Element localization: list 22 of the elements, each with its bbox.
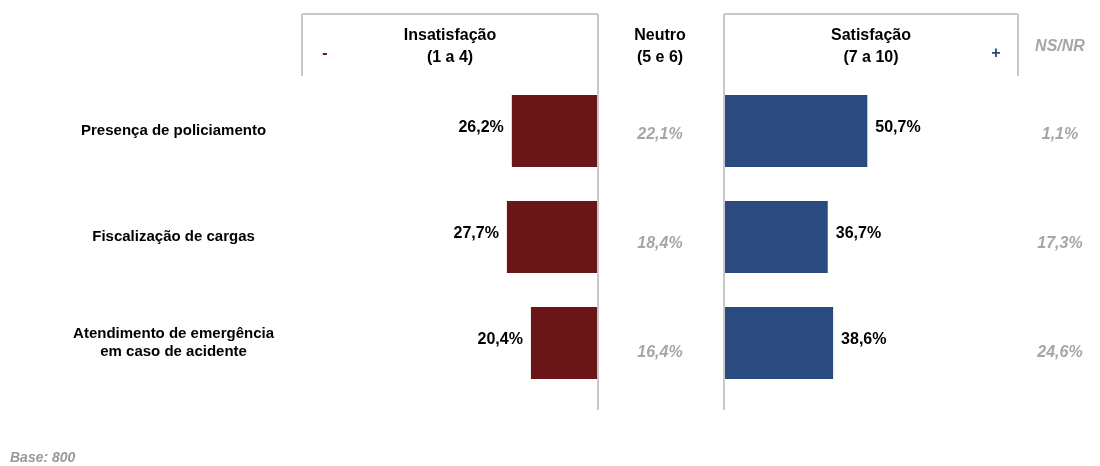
y-tick-label: Presença de policiamento	[81, 121, 267, 139]
data-label: 24,6%	[1036, 343, 1083, 361]
data-label: 50,7%	[875, 118, 921, 136]
data-label: 16,4%	[637, 343, 683, 361]
data-label: 20,4%	[477, 330, 523, 348]
data-label: 27,7%	[453, 224, 499, 242]
text: Neutro (5 e 6)	[634, 26, 686, 65]
text: NS/NR	[1035, 37, 1086, 54]
text: Satisfação (7 a 10)	[830, 26, 912, 65]
data-label: 26,2%	[458, 118, 504, 136]
y-tick-label: Atendimento de emergência em caso de acidente	[73, 324, 275, 360]
data-label: 1,1%	[1041, 125, 1079, 143]
annotation: -	[322, 44, 328, 61]
data-label: 18,4%	[637, 234, 683, 252]
data-label: 17,3%	[1037, 234, 1083, 252]
text: Base: 800	[10, 449, 76, 465]
text: Insatisfação (1 a 4)	[403, 26, 497, 65]
y-tick-label: Fiscalização de cargas	[92, 227, 255, 245]
annotation: +	[991, 44, 1001, 61]
data-label: 36,7%	[835, 224, 882, 242]
data-label: 38,6%	[841, 330, 887, 348]
data-label: 22,1%	[636, 125, 683, 143]
